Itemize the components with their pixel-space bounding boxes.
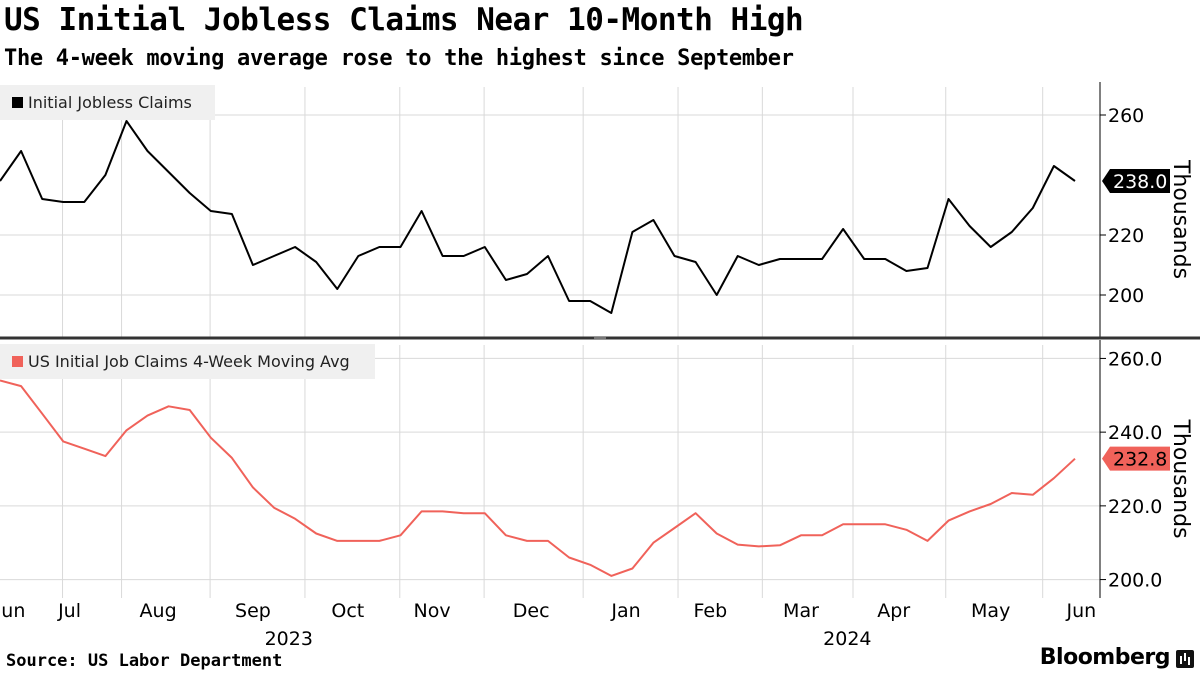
last-value-callout [1102, 169, 1170, 193]
source-note: Source: US Labor Department [6, 651, 283, 671]
x-tick-label: Nov [414, 600, 451, 622]
y-tick-label: 260 [1108, 105, 1144, 127]
x-tick-label: Apr [877, 600, 910, 622]
x-year-label: 2024 [823, 628, 871, 650]
x-tick-label: Mar [783, 600, 819, 622]
terminal-icon [1176, 650, 1194, 668]
chart-subtitle: The 4-week moving average rose to the hi… [4, 46, 794, 71]
y-tick-label: 220 [1108, 225, 1144, 247]
x-tick-label: Jun [0, 600, 25, 622]
legend-box [0, 344, 375, 379]
bloomberg-logo: Bloomberg [1039, 645, 1171, 670]
y-axis-title: Thousands [1168, 418, 1193, 538]
last-value-label: 232.8 [1113, 449, 1167, 471]
y-tick-label: 260.0 [1108, 348, 1162, 370]
y-tick-label: 200.0 [1108, 570, 1162, 592]
x-tick-label: Jan [610, 600, 640, 622]
x-year-label: 2023 [265, 628, 313, 650]
x-tick-label: Sep [235, 600, 271, 622]
legend-label: US Initial Job Claims 4-Week Moving Avg [28, 352, 350, 371]
x-tick-label: Jul [57, 600, 81, 622]
y-tick-label: 200 [1108, 285, 1144, 307]
last-value-callout [1102, 446, 1170, 471]
series-line-moving-avg [0, 379, 1076, 577]
legend-label: Initial Jobless Claims [28, 93, 192, 112]
x-tick-label: Jun [1065, 600, 1096, 622]
x-tick-label: Aug [140, 600, 177, 622]
y-tick-label: 220.0 [1108, 496, 1162, 518]
series-line-claims [0, 120, 1076, 314]
legend-swatch [12, 356, 23, 367]
y-axis-title: Thousands [1168, 159, 1193, 279]
legend-swatch [12, 97, 23, 108]
x-tick-label: Dec [513, 600, 550, 622]
last-value-label: 238.0 [1113, 171, 1167, 193]
y-tick-label: 240.0 [1108, 422, 1162, 444]
chart-title: US Initial Jobless Claims Near 10-Month … [4, 2, 804, 38]
x-tick-label: Oct [331, 600, 364, 622]
legend-box [0, 85, 215, 120]
x-tick-label: May [971, 600, 1010, 622]
x-tick-label: Feb [694, 600, 728, 622]
